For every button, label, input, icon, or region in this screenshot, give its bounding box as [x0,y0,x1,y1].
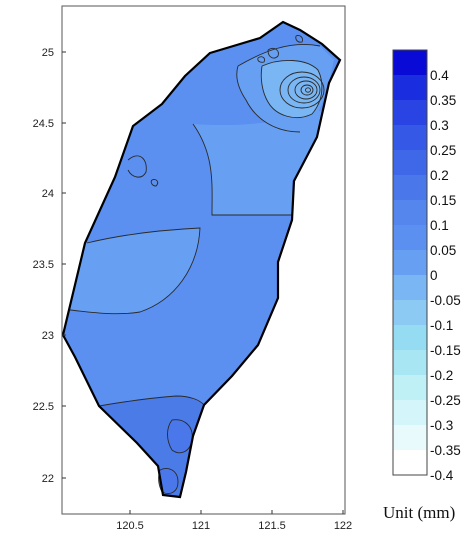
west-central-light-zone [70,228,200,314]
north-lighter-zone [261,60,322,118]
contour-ring [300,84,314,96]
y-tick-label: 22.5 [33,401,54,413]
x-tick-label: 120.5 [116,520,144,532]
colorbar-segment [393,225,427,250]
contour-line [98,395,205,407]
contour-ring [279,71,325,109]
contour-ring [287,76,321,104]
x-tick-label: 121 [192,520,210,532]
colorbar-segment [393,325,427,350]
colorbar-tick-label: 0.2 [430,168,449,183]
y-tick-label: 22 [42,473,54,485]
central-light-zone [193,110,323,215]
colorbar-tick-label: 0.3 [430,118,449,133]
colorbar-border [392,49,428,476]
colorbar: 0.4 0.35 0.3 0.25 0.2 0.15 0.1 0.05 0 -0… [383,49,461,522]
contour-lines [69,35,325,494]
contour-line [167,419,193,454]
contour-line [69,227,201,315]
contour-line [237,43,321,67]
colorbar-segment [393,150,427,175]
colorbar-tick-label: -0.25 [430,393,461,408]
colorbar-segment [393,450,427,475]
colorbar-unit-label: Unit (mm) [383,503,455,522]
colorbar-segment [393,425,427,450]
contour-line [127,155,147,178]
contour-line [295,35,303,43]
colorbar-tick-label: -0.2 [430,368,453,383]
colorbar-segment [393,100,427,125]
colorbar-segment [393,300,427,325]
y-axis: 25 24.5 24 23.5 23 22.5 22 [33,47,66,485]
x-axis: 120.5 121 121.5 122 [116,510,352,532]
colorbar-segment [393,250,427,275]
contour-line [267,47,279,59]
colorbar-tick-label: 0.4 [430,68,449,83]
y-tick-label: 23.5 [33,259,54,271]
y-tick-label: 23 [42,330,54,342]
colorbar-tick-label: -0.05 [430,293,461,308]
contour-line [150,179,159,187]
colorbar-segment [393,200,427,225]
y-tick-label: 24.5 [33,118,54,130]
colorbar-tick-label: -0.35 [430,443,461,458]
colorbar-segment [393,175,427,200]
colorbar-segment [393,125,427,150]
colorbar-segment [393,350,427,375]
colorbar-tick-label: -0.3 [430,418,453,433]
contour-line [192,123,292,216]
contour-ring [305,87,311,93]
colorbar-tick-label: -0.15 [430,343,461,358]
island-map [61,20,342,499]
colorbar-tick-label: 0.1 [430,218,449,233]
colorbar-tick-label: 0.15 [430,193,456,208]
colorbar-segment [393,275,427,300]
colorbar-segment [393,50,427,75]
contour-line [158,468,179,494]
south-tip-dark-zone [158,468,178,494]
island-coastline [61,20,342,499]
contour-line [257,56,265,63]
colorbar-tick-label: 0.05 [430,243,456,258]
colorbar-segment [393,400,427,425]
colorbar-tick-label: 0 [430,268,438,283]
colorbar-segment [393,375,427,400]
colorbar-tick-label: 0.25 [430,143,456,158]
colorbar-tick-label: 0.35 [430,93,456,108]
colorbar-tick-label: -0.1 [430,318,453,333]
south-darker-zone [167,419,193,453]
contour-line [260,60,323,118]
y-tick-label: 25 [42,47,54,59]
contour-line [236,65,301,133]
y-tick-label: 24 [42,188,54,200]
x-tick-label: 122 [334,520,352,532]
colorbar-segment [393,75,427,100]
colorbar-tick-label: -0.4 [430,468,454,483]
x-tick-label: 121.5 [258,520,286,532]
contour-ring [294,80,318,100]
